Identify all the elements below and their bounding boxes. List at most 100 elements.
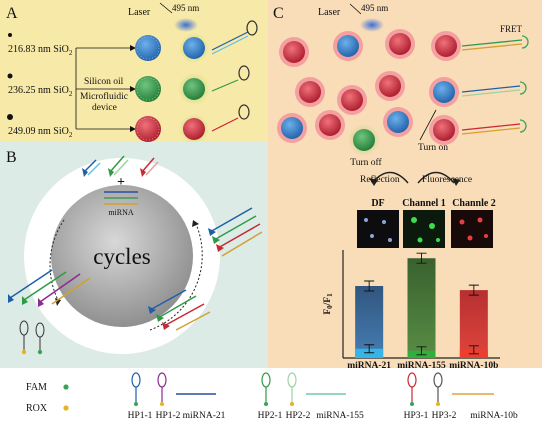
fam-marker-icon [63, 384, 69, 390]
fluorescence-arrow-head [452, 178, 460, 186]
spiky-sphere-2 [333, 31, 363, 61]
legend-hp1-2: HP1-2 [156, 411, 181, 421]
reflection-label: Reflection [360, 174, 400, 185]
probe-bundle-right [208, 207, 263, 257]
process-label-1: Silicon oil [84, 77, 124, 87]
bar-miRNA-155 [407, 258, 436, 358]
turn-off-label: Turn off [350, 157, 382, 168]
coated-green-sphere [178, 73, 210, 105]
spiky-sphere-right-1 [431, 31, 461, 61]
spiky-sphere-1 [279, 37, 309, 67]
coated-blue-sphere [179, 33, 209, 63]
tick-label-miRNA-155: miRNA-155 [397, 361, 446, 371]
sio2-dot-small-icon [8, 33, 12, 37]
channel-1-label: Channel 1 [402, 198, 446, 209]
cycle-arrow-head-left [55, 298, 61, 306]
cycle-arrow-left [49, 219, 65, 301]
cycle-core [51, 185, 193, 327]
legend-hairpin-hp2-2 [287, 372, 297, 406]
panel-c-laser-label: Laser [318, 7, 341, 18]
tick-label-miRNA-10b: miRNA-10b [449, 361, 498, 371]
sio2-dot-medium-icon [7, 73, 13, 79]
legend-hp2-1: HP2-1 [258, 411, 283, 421]
particle-label-2: 236.25 nm SiO2 [8, 85, 73, 98]
legend-hp3-1: HP3-1 [404, 411, 429, 421]
microsphere-green-a [135, 76, 161, 102]
green-sphere-turn-off [348, 124, 380, 156]
laser-beam-icon [174, 18, 198, 32]
legend-hp2-2: HP2-2 [286, 411, 311, 421]
spiky-sphere-6 [337, 85, 367, 115]
spiky-sphere-right-2 [429, 77, 459, 107]
panel-c-laser-pointer [349, 3, 362, 15]
hairpin-probes-a [211, 20, 258, 132]
micrograph-df [357, 210, 399, 248]
legend-hp3-2: HP3-2 [432, 411, 457, 421]
spiky-sphere-4 [295, 77, 325, 107]
panel-c-wavelength: 495 nm [361, 3, 388, 13]
panel-c: C Laser 495 nm Turn off Turn on FRET [268, 0, 542, 371]
arrow-head-1 [130, 45, 136, 51]
panel-a-label: A [6, 5, 18, 22]
rox-marker-icon [63, 405, 69, 411]
baseline-bar-miRNA-21 [355, 348, 384, 358]
legend-rox-label: ROX [26, 403, 48, 414]
legend-mir21: miRNA-21 [183, 411, 226, 421]
probe-bundle-bottom [148, 289, 211, 331]
panel-a: A Laser 495 nm 216.83 nm SiO2 236.25 nm … [0, 0, 268, 144]
legend-hairpin-hp3-1 [407, 372, 417, 406]
cycle-arrow-head-right [192, 220, 199, 227]
legend-hairpin-hp2-1 [261, 372, 271, 406]
plus-sign: + [117, 175, 125, 190]
arrow-head-2 [130, 86, 136, 92]
spiky-sphere-5 [375, 71, 405, 101]
baseline-error-bar-miRNA-10b [468, 345, 479, 355]
micrograph-channel-2 [451, 210, 493, 248]
particle-label-3: 249.09 nm SiO2 [8, 126, 73, 139]
arrow-head-3 [130, 126, 136, 132]
chart-y-label: F0/F1 [323, 293, 334, 315]
panel-a-laser-label: Laser [128, 7, 151, 18]
cycle-arrow-right [149, 223, 203, 331]
legend-mir10b: miRNA-10b [470, 411, 518, 421]
legend-area: FAM ROX HP1-1 HP1-2 miRNA-21 HP2-1 HP2-2… [0, 368, 542, 424]
spiky-sphere-9 [383, 107, 413, 137]
legend-mir155: miRNA-155 [316, 411, 364, 421]
legend-background [0, 368, 542, 424]
hairpin-probes-b [19, 320, 45, 355]
spiky-sphere-right-3 [429, 115, 459, 145]
panel-a-laser-pointer [159, 2, 173, 14]
baseline-error-bar-miRNA-155 [416, 346, 427, 356]
fret-probes [461, 35, 529, 135]
legend-hairpin-hp1-2 [157, 372, 167, 406]
legend-fam-label: FAM [26, 382, 47, 393]
reflection-arrow-head [369, 178, 378, 186]
legend-hp1-1: HP1-1 [128, 411, 153, 421]
df-label: DF [371, 198, 384, 209]
mirna-label: miRNA [108, 208, 134, 217]
spiky-sphere-3 [385, 29, 415, 59]
panel-c-background [268, 0, 542, 368]
fret-label: FRET [500, 24, 523, 34]
legend-hairpin-hp3-2 [433, 372, 443, 406]
error-bar-miRNA-155 [416, 252, 427, 264]
cycles-label: cycles [93, 244, 151, 269]
particle-label-1: 216.83 nm SiO2 [8, 44, 73, 57]
laser-beam-icon-c [360, 18, 384, 32]
tick-label-miRNA-21: miRNA-21 [347, 361, 391, 371]
error-bar-miRNA-21 [364, 280, 375, 292]
panel-b-label: B [6, 149, 17, 166]
microsphere-blue-a [135, 35, 161, 61]
coated-red-sphere [179, 114, 209, 144]
spiky-sphere-7 [277, 113, 307, 143]
baseline-error-bar-miRNA-21 [364, 344, 375, 354]
probe-bundle-top [82, 155, 159, 177]
spiky-sphere-8 [315, 110, 345, 140]
panel-b: B cycles + miRNA [0, 142, 268, 368]
micrograph-channel-1 [403, 210, 445, 248]
error-bar-miRNA-10b [468, 284, 479, 296]
intensity-bar-chart: F0/F1 miRNA-21 miRNA-155 miRNA-10b [323, 250, 500, 371]
sio2-dot-large-icon [7, 114, 13, 120]
